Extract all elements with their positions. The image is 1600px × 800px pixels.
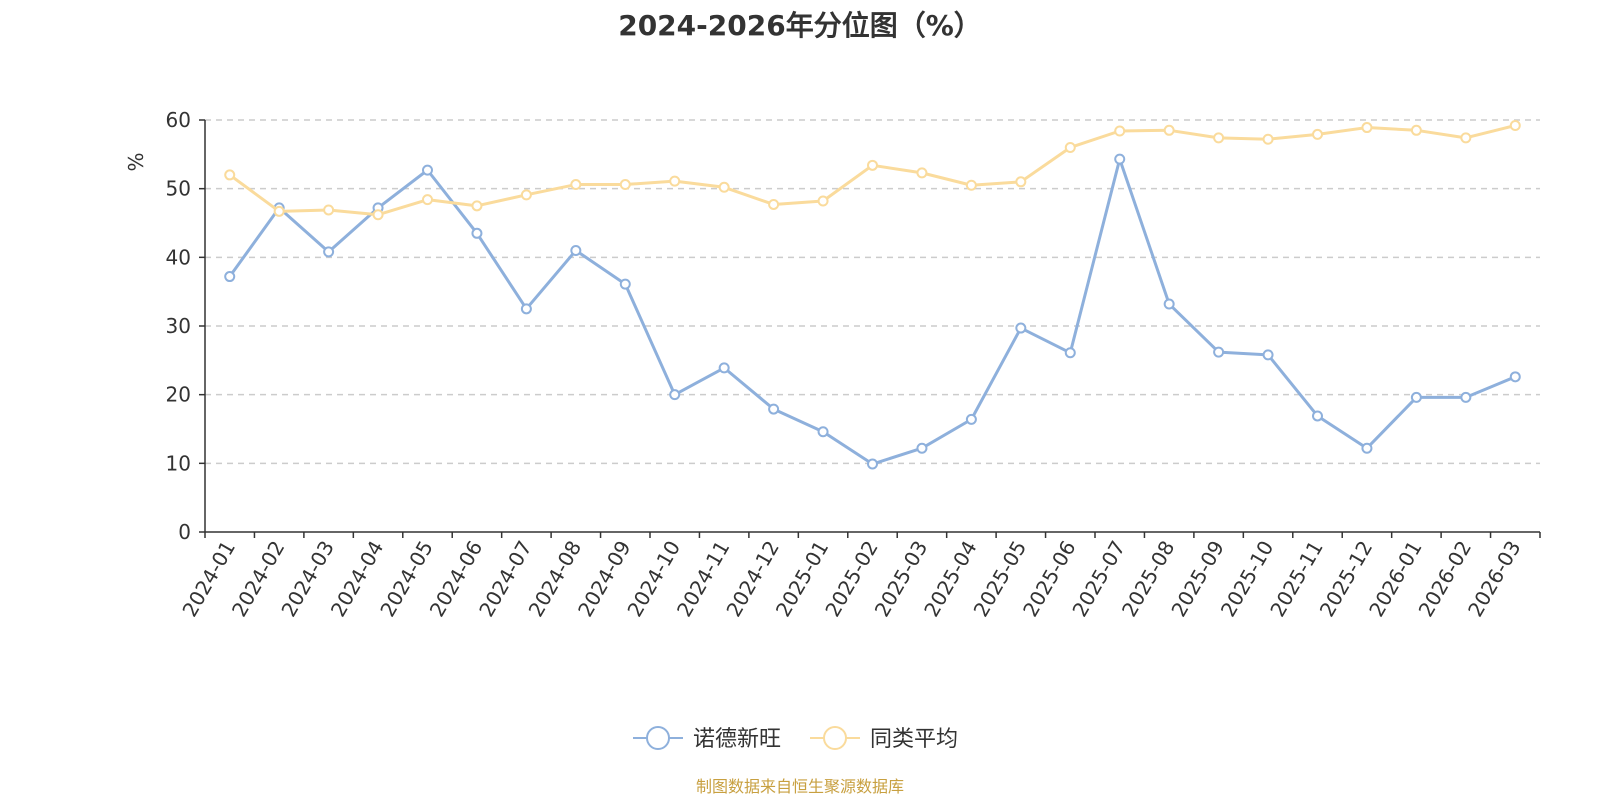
data-point[interactable] — [422, 194, 433, 206]
y-tick-label: 50 — [166, 177, 191, 201]
data-point[interactable] — [867, 458, 878, 470]
y-axis-label: % — [124, 152, 148, 171]
data-point[interactable] — [471, 227, 483, 239]
data-point[interactable] — [422, 164, 433, 176]
data-point[interactable] — [1262, 133, 1274, 145]
data-point[interactable] — [1312, 410, 1323, 422]
legend-item[interactable]: 同类平均 — [810, 726, 958, 752]
source-note: 制图数据来自恒生聚源数据库 — [696, 777, 904, 796]
data-point[interactable] — [1460, 391, 1472, 403]
data-point[interactable] — [768, 198, 780, 210]
data-point[interactable] — [965, 179, 977, 191]
data-point[interactable] — [1114, 153, 1126, 165]
data-point[interactable] — [817, 426, 829, 438]
data-point[interactable] — [570, 179, 582, 191]
data-point[interactable] — [1064, 141, 1076, 153]
data-point[interactable] — [520, 303, 532, 315]
data-point[interactable] — [1213, 132, 1225, 144]
y-tick-label: 0 — [178, 520, 191, 544]
data-point[interactable] — [323, 246, 335, 258]
data-point[interactable] — [471, 200, 483, 212]
data-point[interactable] — [1163, 124, 1175, 136]
data-point[interactable] — [916, 167, 928, 179]
data-point[interactable] — [1114, 125, 1126, 137]
legend-marker-icon — [823, 726, 847, 750]
data-point[interactable] — [965, 413, 977, 425]
legend-label: 诺德新旺 — [693, 727, 781, 752]
data-point[interactable] — [718, 181, 730, 193]
data-point[interactable] — [1312, 128, 1323, 140]
legend: 诺德新旺 同类平均 — [633, 726, 958, 752]
data-point[interactable] — [1460, 132, 1472, 144]
data-point[interactable] — [1213, 346, 1225, 358]
legend-item[interactable]: 诺德新旺 — [633, 726, 781, 752]
legend-label: 同类平均 — [870, 727, 958, 752]
grid-lines — [205, 119, 1540, 465]
data-point[interactable] — [916, 442, 928, 454]
data-point[interactable] — [273, 205, 285, 217]
data-point[interactable] — [669, 389, 681, 401]
data-point[interactable] — [1410, 391, 1422, 403]
data-point[interactable] — [1361, 442, 1373, 454]
data-point[interactable] — [372, 209, 384, 221]
data-point[interactable] — [1410, 124, 1422, 136]
chart-title: 2024-2026年分位图（%） — [618, 9, 982, 42]
axes: 01020304050602024-012024-022024-032024-0… — [166, 108, 1541, 621]
data-point[interactable] — [1163, 298, 1175, 310]
series — [224, 119, 1521, 470]
data-point[interactable] — [619, 278, 631, 290]
data-point[interactable] — [718, 362, 730, 374]
data-point[interactable] — [570, 244, 582, 256]
data-point[interactable] — [1509, 119, 1521, 131]
data-point[interactable] — [224, 169, 236, 181]
data-point[interactable] — [867, 159, 878, 171]
data-point[interactable] — [768, 403, 780, 415]
y-tick-label: 60 — [166, 108, 191, 132]
legend-marker-icon — [646, 726, 670, 750]
y-tick-label: 20 — [166, 383, 191, 407]
data-point[interactable] — [1015, 176, 1027, 188]
data-point[interactable] — [1064, 347, 1076, 359]
data-point[interactable] — [1262, 349, 1274, 361]
data-point[interactable] — [224, 271, 236, 283]
data-point[interactable] — [619, 179, 631, 191]
data-point[interactable] — [817, 195, 829, 207]
y-tick-label: 10 — [166, 451, 191, 475]
data-point[interactable] — [323, 204, 335, 216]
data-point[interactable] — [669, 175, 681, 187]
data-point[interactable] — [1509, 371, 1521, 383]
data-point[interactable] — [520, 189, 532, 201]
data-point[interactable] — [1361, 122, 1373, 134]
series-1 — [224, 119, 1521, 221]
y-tick-label: 30 — [166, 314, 191, 338]
data-point[interactable] — [1015, 322, 1027, 334]
y-tick-label: 40 — [166, 245, 191, 269]
